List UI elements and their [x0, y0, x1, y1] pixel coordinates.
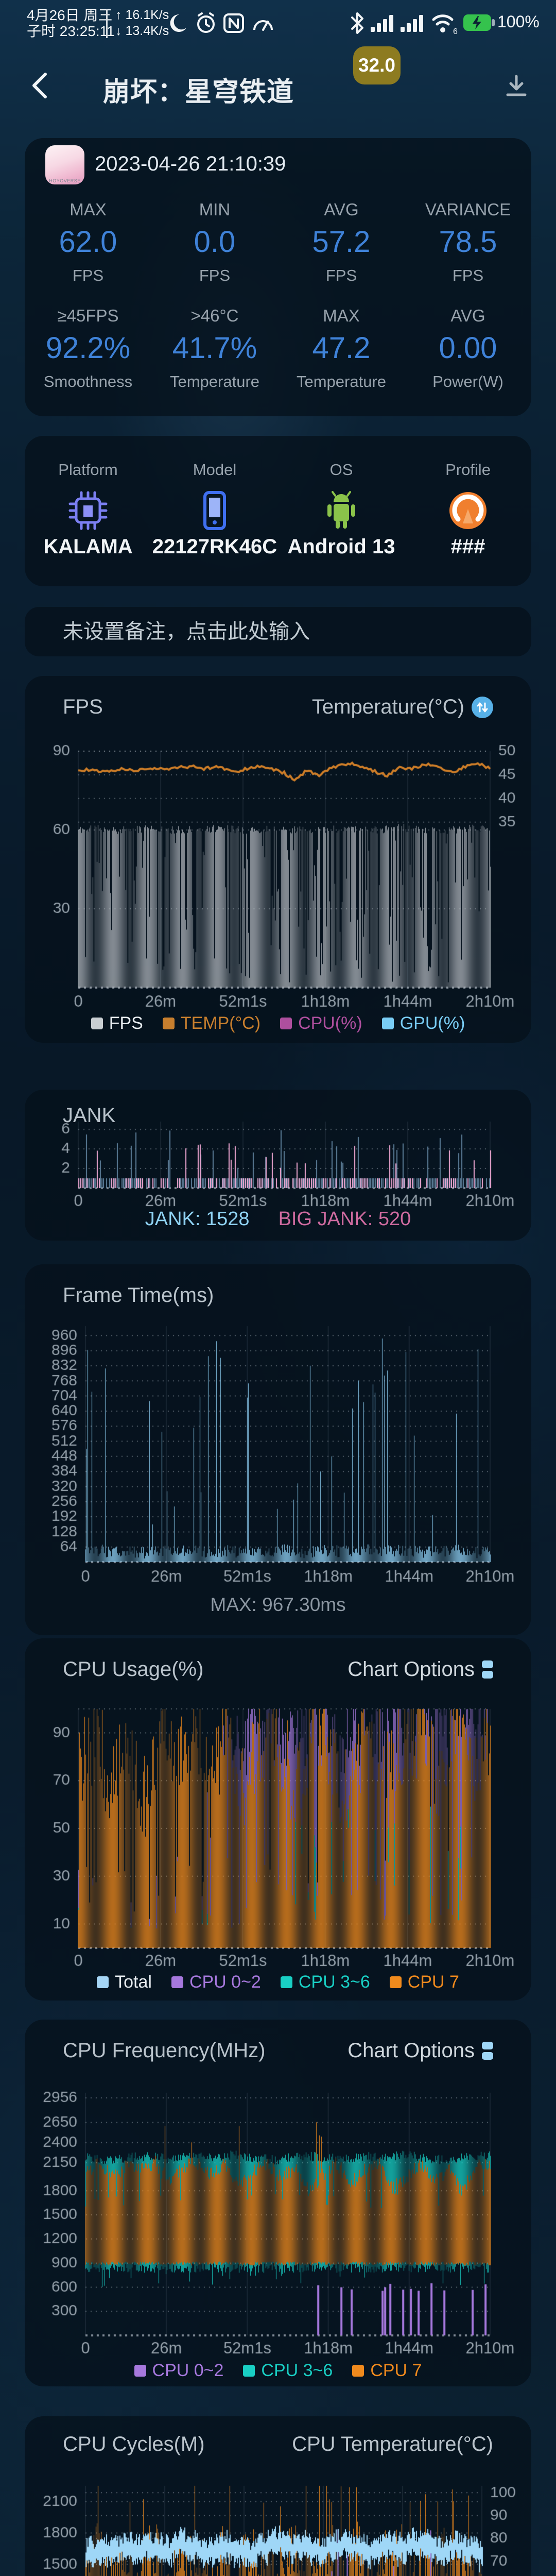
- avatar-caption: HOYOVERSE: [49, 178, 81, 183]
- device-platform: Platform KALAMA: [43, 461, 133, 558]
- phone-icon: [203, 491, 226, 530]
- chart-options-button[interactable]: Chart Options: [348, 1658, 493, 1681]
- battery-percent: 100%: [497, 12, 540, 31]
- chart-title: FPS: [63, 696, 103, 718]
- axis-swap-icon[interactable]: [472, 696, 493, 718]
- app-header: 崩坏：星穹铁道: [0, 66, 556, 112]
- summary-card: HOYOVERSE 2023-04-26 21:10:39 MAX 62.0 FPS…: [25, 138, 531, 416]
- chart-title: CPU Usage(%): [63, 1658, 204, 1681]
- upload-speed: ↑ 16.1K/s: [115, 8, 169, 22]
- legend-item[interactable]: GPU(%): [381, 1013, 465, 1033]
- fps-chart-card: FPS Temperature(°C) FPS TEMP(°C) CPU(%) GPU…: [25, 676, 531, 1043]
- chart-title: CPU Frequency(MHz): [63, 2039, 266, 2062]
- cpu-usage-chart-card: CPU Usage(%) Chart Options Total CPU 0~2 C…: [25, 1638, 531, 2001]
- legend-item[interactable]: CPU(%): [280, 1013, 362, 1033]
- status-date: 4月26日 周三: [27, 7, 113, 23]
- legend-item[interactable]: CPU 0~2: [171, 1972, 261, 1992]
- chart-legend: FPS TEMP(°C) CPU(%) GPU(%): [25, 1013, 531, 1033]
- alarm-icon: [197, 12, 215, 33]
- android-icon: [327, 491, 355, 529]
- chart-title: Frame Time(ms): [63, 1284, 214, 1307]
- legend-item[interactable]: CPU 7: [352, 2361, 422, 2381]
- frametime-chart-canvas: [25, 1264, 531, 1635]
- speed-mode-icon: [253, 20, 273, 31]
- page-title: 崩坏：星穹铁道: [103, 77, 294, 107]
- stat-avg-power: AVG 0.00 Power(W): [432, 306, 503, 391]
- cpu-freq-chart-card: CPU Frequency(MHz) Chart Options CPU 0~2…: [25, 2020, 531, 2386]
- chart-right-title: CPU Temperature(°C): [292, 2433, 493, 2455]
- stat-temp-over: >46°C 41.7% Temperature: [169, 306, 260, 391]
- perf-overlay-badge[interactable]: 32.0: [353, 46, 401, 84]
- frametime-chart-card: Frame Time(ms) MAX: 967.30ms: [25, 1264, 531, 1635]
- note-placeholder[interactable]: 未设置备注，点击此处输入: [63, 620, 310, 643]
- signal-icon-sim1: [371, 15, 393, 32]
- cpu-usage-chart-canvas: [25, 1638, 531, 2001]
- game-avatar: HOYOVERSE: [45, 145, 84, 184]
- stat-max-fps: MAX 62.0 FPS: [59, 200, 117, 284]
- legend-item[interactable]: CPU 0~2: [134, 2361, 223, 2381]
- chart-title: CPU Cycles(M): [63, 2433, 205, 2455]
- nfc-icon: [223, 13, 244, 33]
- legend-item[interactable]: TEMP(°C): [162, 1013, 260, 1033]
- chart-legend: CPU 0~2 CPU 3~6 CPU 7: [25, 2361, 531, 2381]
- fps-chart-canvas: [25, 676, 531, 1043]
- back-icon[interactable]: [28, 71, 53, 100]
- dnd-moon-icon: [170, 14, 186, 32]
- cpu-cycles-chart-card: CPU Cycles(M) CPU Temperature(°C) CPU 0~…: [25, 2416, 531, 2576]
- stat-max-temp: MAX 47.2 Temperature: [296, 306, 387, 391]
- jank-stats: JANK: 1528 BIG JANK: 520: [145, 1208, 411, 1230]
- device-profile: Profile ###: [445, 461, 491, 558]
- export-download-icon[interactable]: [505, 74, 528, 98]
- legend-item[interactable]: CPU 3~6: [280, 1972, 370, 1992]
- legend-item[interactable]: FPS: [91, 1013, 143, 1033]
- chart-options-button[interactable]: Chart Options: [348, 2039, 493, 2062]
- chart-options-icon: [482, 2042, 493, 2060]
- divider: [106, 9, 108, 38]
- chart-legend: Total CPU 0~2 CPU 3~6 CPU 7: [25, 1972, 531, 1992]
- battery-icon: [463, 14, 495, 31]
- device-card: Platform KALAMA Model 22127RK46C OS Andr…: [25, 436, 531, 586]
- wifi-gen-label: 6: [453, 27, 458, 35]
- cpu-cycles-chart-canvas: [25, 2416, 531, 2576]
- note-card[interactable]: 未设置备注，点击此处输入: [25, 607, 531, 656]
- status-bar: 4月26日 周三 子时 23:25:11 ↑ 16.1K/s ↓ 13.4K/s…: [0, 0, 556, 47]
- record-datetime: 2023-04-26 21:10:39: [95, 152, 286, 175]
- download-speed: ↓ 13.4K/s: [115, 24, 169, 38]
- bluetooth-icon: [351, 12, 363, 34]
- jank-chart-card: JANK JANK: 1528 BIG JANK: 520: [25, 1090, 531, 1241]
- chip-icon: [68, 491, 108, 530]
- frametime-max-caption: MAX: 967.30ms: [210, 1594, 346, 1615]
- legend-item[interactable]: CPU 3~6: [243, 2361, 333, 2381]
- chart-right-title: Temperature(°C): [311, 696, 464, 718]
- stat-min-fps: MIN 0.0 FPS: [194, 200, 236, 284]
- legend-item[interactable]: CPU 7: [389, 1972, 459, 1992]
- stat-avg-fps: AVG 57.2 FPS: [312, 200, 371, 284]
- profile-gauge-icon: [449, 492, 486, 529]
- chart-title: JANK: [63, 1104, 116, 1127]
- clock: 4月26日 周三 子时 23:25:11: [27, 7, 115, 39]
- jank-chart-canvas: [25, 1090, 531, 1241]
- cpu-freq-chart-canvas: [25, 2020, 531, 2386]
- signal-icon-sim2: [401, 15, 423, 32]
- network-speed: ↑ 16.1K/s ↓ 13.4K/s: [115, 7, 169, 39]
- status-time: 子时 23:25:11: [27, 23, 115, 39]
- wifi-icon: 6: [432, 14, 458, 35]
- legend-item[interactable]: Total: [97, 1972, 152, 1992]
- device-model: Model 22127RK46C: [152, 461, 277, 558]
- stat-smoothness: ≥45FPS 92.2% Smoothness: [43, 306, 133, 391]
- device-os: OS Android 13: [287, 461, 395, 558]
- chart-options-icon: [482, 1660, 493, 1679]
- stat-variance: VARIANCE 78.5 FPS: [425, 200, 511, 284]
